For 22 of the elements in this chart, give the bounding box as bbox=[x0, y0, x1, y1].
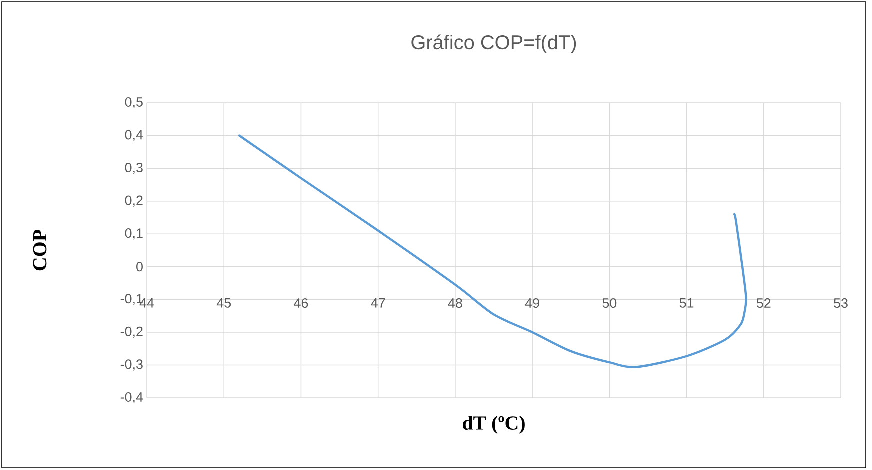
x-tick-label: 50 bbox=[602, 298, 617, 308]
chart-title: Gráfico COP=f(dT) bbox=[412, 34, 576, 54]
x-tick-label: 47 bbox=[371, 298, 386, 308]
y-tick-label: -0,2 bbox=[120, 326, 143, 338]
y-tick-label: -0,3 bbox=[120, 360, 143, 371]
x-tick-label: 52 bbox=[756, 298, 771, 308]
x-tick-label: 46 bbox=[294, 298, 308, 308]
y-tick-label: 0 bbox=[136, 262, 143, 272]
y-tick-label: 0,3 bbox=[125, 163, 143, 174]
y-tick-label: 0,1 bbox=[125, 228, 143, 240]
y-tick-label: 0,5 bbox=[125, 97, 143, 109]
x-axis-title: dT (ºC) bbox=[463, 416, 525, 434]
line-series bbox=[238, 134, 748, 368]
x-tick-label: 53 bbox=[834, 298, 848, 308]
y-tick-label: -0,4 bbox=[120, 392, 144, 404]
y-axis-title: COP bbox=[33, 230, 47, 271]
y-tick-label: 0,4 bbox=[125, 130, 144, 142]
x-tick-label: 49 bbox=[525, 298, 540, 308]
x-tick-label: 48 bbox=[448, 298, 462, 308]
x-tick-label: 51 bbox=[680, 298, 694, 308]
y-tick-label: 0,2 bbox=[125, 196, 143, 207]
x-tick-label: 45 bbox=[216, 298, 232, 308]
